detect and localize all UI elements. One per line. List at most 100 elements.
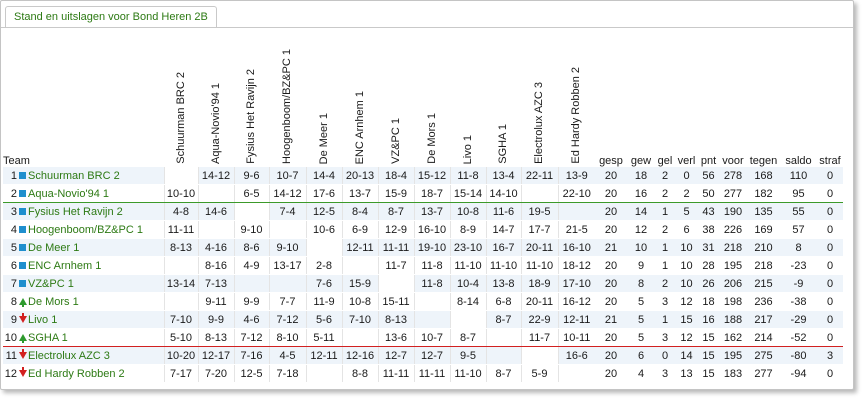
team-name[interactable]: De Mors 1: [28, 292, 164, 311]
opponent-header: Ed Hardy Robben 2: [558, 33, 595, 167]
result-cell: 10-20: [163, 346, 198, 365]
opponent-header: VZ&PC 1: [378, 33, 414, 167]
stat-cell-voor: 206: [719, 274, 747, 293]
square-icon: [19, 190, 26, 198]
stat-header-straf: straf: [819, 155, 841, 167]
table-row: 10 SGHA 1 5-10 8-13 7-12 8-10 5-11 13-6 10-7 8-7 1…: [3, 328, 843, 347]
result-cell: 10-10: [163, 184, 198, 203]
stat-cell-saldo: -94: [780, 364, 817, 383]
stat-cell-verl: 12: [675, 328, 698, 347]
stat-cell-pnt: 18: [698, 292, 719, 311]
square-icon: [19, 208, 26, 216]
stat-cell-gew: 5: [627, 292, 655, 311]
team-name[interactable]: Electrolux AZC 3: [28, 346, 164, 365]
team-name[interactable]: Fysius Het Ravijn 2: [28, 202, 164, 221]
opponent-header-label: ENC Arnhem 1: [353, 90, 366, 164]
result-cell: [413, 310, 450, 329]
team-name[interactable]: Aqua-Novio'94 1: [28, 184, 164, 203]
stat-cell-gel: 1: [655, 238, 675, 257]
result-cell: 4-8: [163, 202, 198, 221]
team-header: Team: [3, 155, 30, 167]
self-cell: [305, 238, 342, 257]
team-name[interactable]: De Meer 1: [28, 238, 164, 257]
result-cell: 11-7: [520, 328, 558, 347]
result-cell: 13-6: [377, 328, 414, 347]
stat-header-verl: verl: [677, 155, 696, 167]
square-icon: [19, 262, 26, 270]
stat-cell-verl: 10: [675, 256, 698, 275]
stat-cell-tegen: 215: [747, 274, 780, 293]
stat-cell-saldo: 57: [780, 220, 817, 239]
result-cell: 20-13: [341, 167, 378, 185]
result-cell: 13-4: [485, 167, 521, 185]
stat-cell-gew: 10: [627, 238, 655, 257]
stat-cell-verl: 6: [675, 220, 698, 239]
result-cell: 8-7: [449, 328, 486, 347]
result-cell: 11-8: [413, 256, 450, 275]
stat-cell-tegen: 210: [747, 238, 780, 257]
result-cell: 11-10: [449, 256, 486, 275]
stat-cell-gew: 4: [627, 364, 655, 383]
team-name[interactable]: ENC Arnhem 1: [28, 256, 164, 275]
result-cell: 15-12: [413, 167, 450, 185]
stat-cell-saldo: -52: [780, 328, 817, 347]
indicator-cell: [17, 220, 28, 239]
result-cell: 19-10: [413, 238, 450, 257]
stat-cell-verl: 2: [675, 184, 698, 203]
tab-divider: [1, 27, 853, 28]
result-cell: 12-11: [305, 346, 342, 365]
result-cell: 10-6: [305, 220, 342, 239]
stat-header-gesp: gesp: [599, 155, 623, 167]
team-name[interactable]: Livo 1: [28, 310, 164, 329]
table-row: 8 De Mors 1 9-11 9-9 7-7 11-9 10-8 15-11 8-14 6-8…: [3, 292, 843, 311]
arrow-down-icon: [18, 313, 27, 324]
stat-cell-saldo: 55: [780, 202, 817, 221]
result-cell: 9-9: [233, 292, 269, 311]
standings-window: Stand en uitslagen voor Bond Heren 2B Te…: [0, 0, 854, 390]
result-cell: 8-10: [268, 328, 306, 347]
result-cell: 11-10: [449, 364, 486, 383]
result-cell: 11-8: [413, 274, 450, 293]
result-cell: 7-7: [268, 292, 306, 311]
stat-cell-gesp: 20: [595, 292, 627, 311]
table-row: 11 Electrolux AZC 3 10-20 12-17 7-16 4-5 12-11…: [3, 346, 843, 365]
stat-cell-saldo: -23: [780, 256, 817, 275]
stat-cell-tegen: 236: [747, 292, 780, 311]
team-name[interactable]: Hoogenboom/BZ&PC 1: [28, 220, 164, 239]
stat-cell-straf: 0: [817, 310, 843, 329]
team-name[interactable]: VZ&PC 1: [28, 274, 164, 293]
stat-header-saldo: saldo: [785, 155, 812, 167]
team-name[interactable]: Schuurman BRC 2: [28, 167, 164, 185]
result-cell: 7-20: [197, 364, 234, 383]
opponent-header-label: VZ&PC 1: [389, 118, 402, 164]
stat-cell-saldo: 95: [780, 184, 817, 203]
stat-cell-verl: 0: [675, 167, 698, 185]
stat-cell-verl: 10: [675, 238, 698, 257]
team-name[interactable]: Ed Hardy Robben 2: [28, 364, 164, 383]
result-cell: [268, 274, 306, 293]
result-cell: [163, 292, 198, 311]
result-cell: 19-5: [520, 202, 558, 221]
result-cell: 5-6: [305, 310, 342, 329]
rank-cell: 8: [3, 292, 17, 311]
result-cell: 8-4: [341, 202, 378, 221]
stat-cell-gel: 2: [655, 184, 675, 203]
stat-cell-gew: 5: [627, 328, 655, 347]
stat-cell-gesp: 20: [595, 220, 627, 239]
result-cell: 7-6: [305, 274, 342, 293]
stat-cell-pnt: 56: [698, 167, 719, 185]
result-cell: 9-9: [197, 310, 234, 329]
team-name[interactable]: SGHA 1: [28, 328, 164, 347]
result-cell: 10-4: [449, 274, 486, 293]
stat-cell-gew: 9: [627, 256, 655, 275]
stat-cell-tegen: 217: [747, 310, 780, 329]
stat-cell-verl: 13: [675, 364, 698, 383]
opponent-header-label: De Meer 1: [317, 112, 330, 164]
stat-cell-tegen: 218: [747, 256, 780, 275]
stat-cell-gesp: 20: [595, 256, 627, 275]
result-cell: 8-6: [233, 238, 269, 257]
stat-cell-voor: 183: [719, 364, 747, 383]
tab-standings[interactable]: Stand en uitslagen voor Bond Heren 2B: [5, 6, 217, 27]
result-cell: 7-13: [197, 274, 234, 293]
result-cell: [233, 274, 269, 293]
